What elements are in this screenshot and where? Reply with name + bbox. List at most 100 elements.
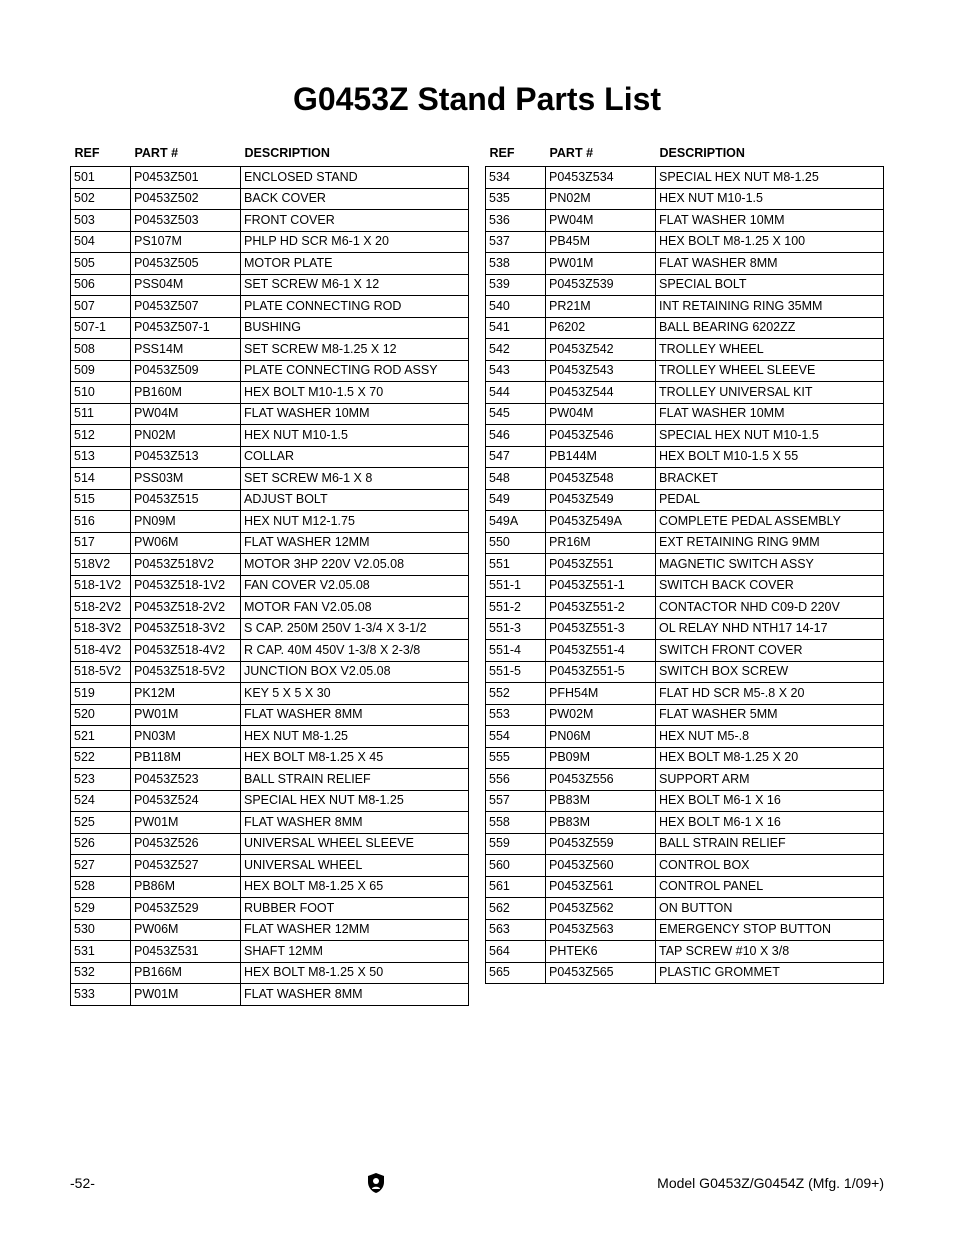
cell-desc: FLAT WASHER 8MM: [241, 984, 469, 1006]
cell-ref: 522: [71, 747, 131, 769]
table-row: 529P0453Z529RUBBER FOOT: [71, 898, 469, 920]
cell-desc: BACK COVER: [241, 188, 469, 210]
table-row: 565P0453Z565PLASTIC GROMMET: [486, 962, 884, 984]
table-row: 524P0453Z524SPECIAL HEX NUT M8-1.25: [71, 790, 469, 812]
cell-part: P0453Z507: [131, 296, 241, 318]
cell-part: P0453Z509: [131, 360, 241, 382]
cell-desc: PLATE CONNECTING ROD: [241, 296, 469, 318]
cell-ref: 524: [71, 790, 131, 812]
cell-part: P0453Z531: [131, 941, 241, 963]
cell-desc: FLAT WASHER 8MM: [241, 812, 469, 834]
cell-ref: 525: [71, 812, 131, 834]
cell-desc: FLAT WASHER 8MM: [241, 704, 469, 726]
table-row: 551-3P0453Z551-3OL RELAY NHD NTH17 14-17: [486, 618, 884, 640]
table-row: 531P0453Z531SHAFT 12MM: [71, 941, 469, 963]
cell-part: P0453Z549A: [546, 511, 656, 533]
cell-part: P0453Z518-5V2: [131, 661, 241, 683]
cell-desc: CONTACTOR NHD C09-D 220V: [656, 597, 884, 619]
cell-part: PB09M: [546, 747, 656, 769]
table-row: 533PW01MFLAT WASHER 8MM: [71, 984, 469, 1006]
cell-part: P0453Z503: [131, 210, 241, 232]
cell-ref: 518-2V2: [71, 597, 131, 619]
cell-desc: SPECIAL HEX NUT M10-1.5: [656, 425, 884, 447]
page-footer: -52- Model G0453Z/G0454Z (Mfg. 1/09+): [70, 1171, 884, 1195]
table-row: 537PB45MHEX BOLT M8-1.25 X 100: [486, 231, 884, 253]
table-row: 518-1V2P0453Z518-1V2FAN COVER V2.05.08: [71, 575, 469, 597]
cell-part: P0453Z518-2V2: [131, 597, 241, 619]
cell-part: P0453Z551: [546, 554, 656, 576]
table-row: 528PB86MHEX BOLT M8-1.25 X 65: [71, 876, 469, 898]
cell-desc: FLAT WASHER 12MM: [241, 532, 469, 554]
cell-ref: 535: [486, 188, 546, 210]
cell-desc: TAP SCREW #10 X 3/8: [656, 941, 884, 963]
table-row: 509P0453Z509PLATE CONNECTING ROD ASSY: [71, 360, 469, 382]
cell-ref: 527: [71, 855, 131, 877]
cell-part: P0453Z542: [546, 339, 656, 361]
cell-ref: 564: [486, 941, 546, 963]
cell-part: P0453Z551-4: [546, 640, 656, 662]
table-row: 563P0453Z563EMERGENCY STOP BUTTON: [486, 919, 884, 941]
table-row: 507-1P0453Z507-1BUSHING: [71, 317, 469, 339]
cell-desc: FLAT HD SCR M5-.8 X 20: [656, 683, 884, 705]
table-row: 515P0453Z515ADJUST BOLT: [71, 489, 469, 511]
cell-desc: MAGNETIC SWITCH ASSY: [656, 554, 884, 576]
header-part: PART #: [131, 142, 241, 167]
table-row: 551-5P0453Z551-5SWITCH BOX SCREW: [486, 661, 884, 683]
table-row: 501P0453Z501ENCLOSED STAND: [71, 167, 469, 189]
cell-ref: 551-5: [486, 661, 546, 683]
cell-part: P0453Z561: [546, 876, 656, 898]
cell-desc: SET SCREW M6-1 X 12: [241, 274, 469, 296]
cell-part: PB83M: [546, 812, 656, 834]
cell-part: P0453Z551-5: [546, 661, 656, 683]
cell-part: P0453Z551-3: [546, 618, 656, 640]
cell-part: P0453Z551-1: [546, 575, 656, 597]
cell-desc: INT RETAINING RING 35MM: [656, 296, 884, 318]
table-row: 525PW01MFLAT WASHER 8MM: [71, 812, 469, 834]
cell-ref: 546: [486, 425, 546, 447]
cell-ref: 551-2: [486, 597, 546, 619]
right-column: REF PART # DESCRIPTION 534P0453Z534SPECI…: [485, 142, 884, 984]
cell-ref: 520: [71, 704, 131, 726]
cell-ref: 551-4: [486, 640, 546, 662]
table-row: 518-5V2P0453Z518-5V2JUNCTION BOX V2.05.0…: [71, 661, 469, 683]
cell-ref: 509: [71, 360, 131, 382]
cell-desc: FLAT WASHER 10MM: [656, 210, 884, 232]
cell-desc: HEX NUT M8-1.25: [241, 726, 469, 748]
cell-ref: 518-3V2: [71, 618, 131, 640]
cell-desc: HEX BOLT M6-1 X 16: [656, 790, 884, 812]
cell-desc: FRONT COVER: [241, 210, 469, 232]
cell-desc: FLAT WASHER 10MM: [656, 403, 884, 425]
cell-ref: 507: [71, 296, 131, 318]
cell-part: P0453Z539: [546, 274, 656, 296]
table-columns-wrapper: REF PART # DESCRIPTION 501P0453Z501ENCLO…: [70, 142, 884, 1006]
cell-desc: PEDAL: [656, 489, 884, 511]
cell-ref: 505: [71, 253, 131, 275]
cell-desc: SPECIAL HEX NUT M8-1.25: [656, 167, 884, 189]
table-row: 518-4V2P0453Z518-4V2R CAP. 40M 450V 1-3/…: [71, 640, 469, 662]
cell-ref: 551-3: [486, 618, 546, 640]
cell-part: PFH54M: [546, 683, 656, 705]
cell-part: P0453Z524: [131, 790, 241, 812]
table-row: 518V2P0453Z518V2MOTOR 3HP 220V V2.05.08: [71, 554, 469, 576]
table-row: 538PW01MFLAT WASHER 8MM: [486, 253, 884, 275]
table-row: 517PW06MFLAT WASHER 12MM: [71, 532, 469, 554]
cell-desc: KEY 5 X 5 X 30: [241, 683, 469, 705]
table-row: 556P0453Z556SUPPORT ARM: [486, 769, 884, 791]
cell-desc: SUPPORT ARM: [656, 769, 884, 791]
cell-ref: 563: [486, 919, 546, 941]
cell-part: P0453Z507-1: [131, 317, 241, 339]
cell-ref: 551: [486, 554, 546, 576]
table-row: 516PN09MHEX NUT M12-1.75: [71, 511, 469, 533]
cell-desc: MOTOR 3HP 220V V2.05.08: [241, 554, 469, 576]
cell-part: P0453Z518-3V2: [131, 618, 241, 640]
cell-ref: 503: [71, 210, 131, 232]
cell-desc: SWITCH BOX SCREW: [656, 661, 884, 683]
cell-ref: 512: [71, 425, 131, 447]
cell-ref: 544: [486, 382, 546, 404]
table-row: 545PW04MFLAT WASHER 10MM: [486, 403, 884, 425]
cell-ref: 542: [486, 339, 546, 361]
cell-ref: 530: [71, 919, 131, 941]
table-row: 559P0453Z559BALL STRAIN RELIEF: [486, 833, 884, 855]
cell-part: PB166M: [131, 962, 241, 984]
cell-part: PHTEK6: [546, 941, 656, 963]
